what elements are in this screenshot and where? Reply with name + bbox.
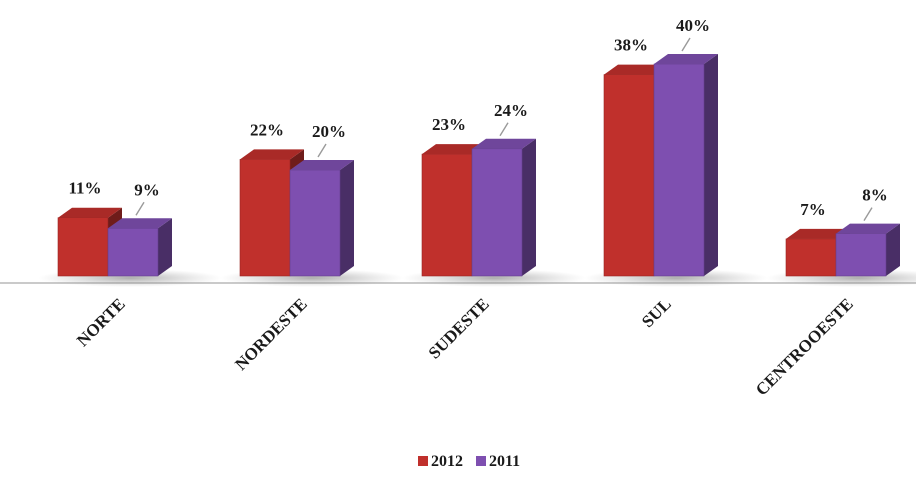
value-label-2012-sul: 38%	[614, 36, 648, 55]
bar-top-face	[290, 160, 354, 170]
bar-side-face	[340, 160, 354, 276]
bar-top-face	[240, 149, 304, 160]
bar-front-face	[57, 217, 109, 277]
value-leader-line	[317, 143, 327, 158]
value-label-2012-centrooeste: 7%	[800, 200, 826, 219]
category-label-centrooeste: CENTROOESTE	[752, 294, 857, 399]
bar-2011-sul	[653, 54, 718, 277]
bar-side-face	[522, 138, 536, 276]
value-label-2011-sul: 40%	[676, 16, 710, 35]
bar-front-face	[471, 148, 523, 277]
bar-front-face	[239, 159, 291, 277]
legend-swatch-2012	[418, 456, 428, 466]
value-label-2012-sudeste: 23%	[432, 115, 466, 134]
value-label-2011-sudeste: 24%	[494, 101, 528, 120]
bar-front-face	[653, 63, 705, 277]
bar-side-face	[886, 223, 900, 276]
bar-top-face	[108, 218, 172, 229]
bar-front-face	[835, 233, 887, 277]
bars	[57, 54, 900, 277]
bar-top-face	[654, 54, 718, 64]
value-leader-line	[499, 122, 509, 137]
value-label-2011-nordeste: 20%	[312, 122, 346, 141]
bar-side-face	[158, 218, 172, 276]
value-labels: 11% 9% 22% 20% 23% 24% 38% 40% 7% 8%	[68, 16, 888, 221]
value-label-2011-centrooeste: 8%	[862, 186, 888, 205]
legend-swatch-2011	[476, 456, 486, 466]
bar-front-face	[107, 228, 159, 277]
category-label-norte: NORTE	[73, 294, 129, 350]
bar-top-face	[786, 228, 850, 239]
legend-label-2011: 2011	[489, 453, 520, 470]
bar-top-face	[422, 144, 486, 155]
category-label-nordeste: NORDESTE	[231, 294, 311, 374]
value-leader-line	[863, 207, 873, 221]
category-labels: NORTE NORDESTE SUDESTE SUL CENTROOESTE	[73, 294, 857, 399]
value-label-2012-nordeste: 22%	[250, 120, 284, 139]
bar-2011-centrooeste	[835, 223, 900, 277]
value-label-2012-norte: 11%	[68, 179, 101, 198]
value-leader-line	[135, 201, 145, 216]
bar-2011-nordeste	[289, 160, 354, 277]
value-leader-line	[681, 37, 691, 52]
value-label-2011-norte: 9%	[134, 180, 160, 199]
bar-top-face	[472, 138, 536, 149]
bar-side-face	[704, 54, 718, 276]
legend: 2012 2011	[418, 453, 520, 470]
bar-2011-sudeste	[471, 138, 536, 277]
category-label-sudeste: SUDESTE	[425, 294, 493, 362]
category-label-sul: SUL	[638, 294, 675, 331]
bar-front-face	[421, 153, 473, 277]
bar-2011-norte	[107, 218, 172, 277]
bar-top-face	[836, 223, 900, 234]
legend-label-2012: 2012	[431, 453, 463, 470]
bar-front-face	[289, 169, 341, 277]
bar-top-face	[58, 207, 122, 218]
bar-top-face	[604, 64, 668, 75]
bar-front-face	[785, 238, 837, 277]
bar-front-face	[603, 74, 655, 277]
